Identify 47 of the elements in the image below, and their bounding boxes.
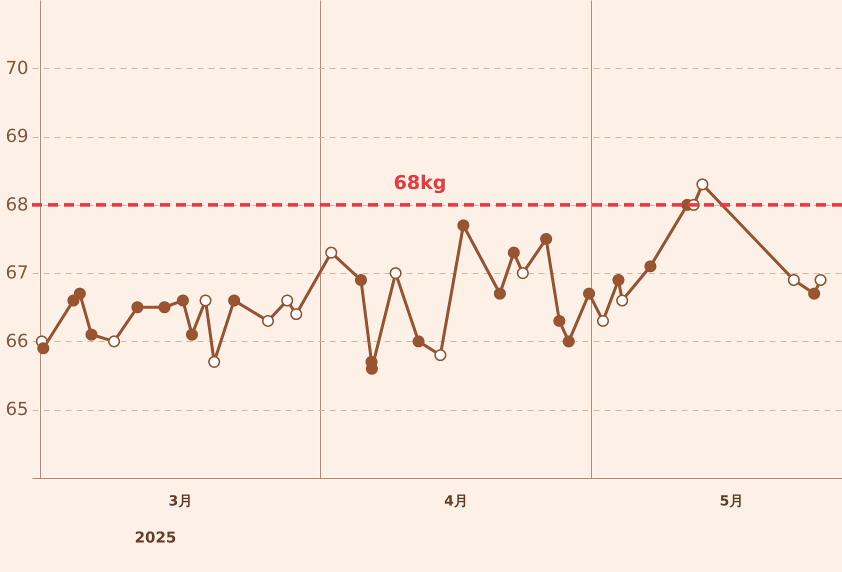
point — [508, 246, 520, 259]
x-tick-label: 3月 — [168, 494, 192, 510]
point — [808, 288, 820, 300]
point — [158, 301, 170, 314]
point — [696, 178, 708, 190]
point — [596, 314, 609, 327]
point — [434, 349, 446, 362]
point — [228, 294, 240, 306]
y-tick-label: 65 — [6, 399, 28, 420]
point — [37, 342, 50, 354]
point — [290, 308, 302, 320]
point — [814, 274, 827, 286]
point — [516, 267, 529, 280]
point — [612, 274, 624, 286]
point — [540, 233, 552, 245]
point — [583, 288, 596, 300]
point — [108, 335, 120, 348]
x-tick-label: 5月 — [720, 494, 744, 510]
point — [553, 314, 566, 327]
point — [200, 294, 212, 306]
y-tick-label: 66 — [6, 330, 28, 352]
point — [616, 294, 628, 306]
point — [67, 294, 80, 306]
point — [176, 294, 189, 306]
point — [644, 260, 656, 272]
y-tick-label: 67 — [6, 262, 28, 284]
point — [131, 301, 144, 314]
point — [562, 335, 575, 348]
x-axis-title: 2025 — [134, 528, 176, 546]
point — [390, 267, 402, 280]
point — [186, 328, 198, 341]
ref-line-label: 68kg — [394, 172, 446, 194]
point — [354, 274, 367, 286]
point — [74, 288, 86, 300]
point — [457, 219, 470, 232]
point — [494, 288, 506, 300]
y-tick-label: 68 — [6, 194, 28, 216]
point — [412, 335, 425, 348]
point — [85, 328, 98, 341]
point — [325, 246, 338, 259]
point — [281, 294, 294, 306]
x-tick-label: 4月 — [444, 494, 468, 510]
y-tick-label: 70 — [6, 58, 28, 79]
point — [262, 314, 274, 327]
point — [788, 274, 800, 286]
point — [208, 356, 220, 368]
y-tick-label: 69 — [6, 126, 28, 148]
